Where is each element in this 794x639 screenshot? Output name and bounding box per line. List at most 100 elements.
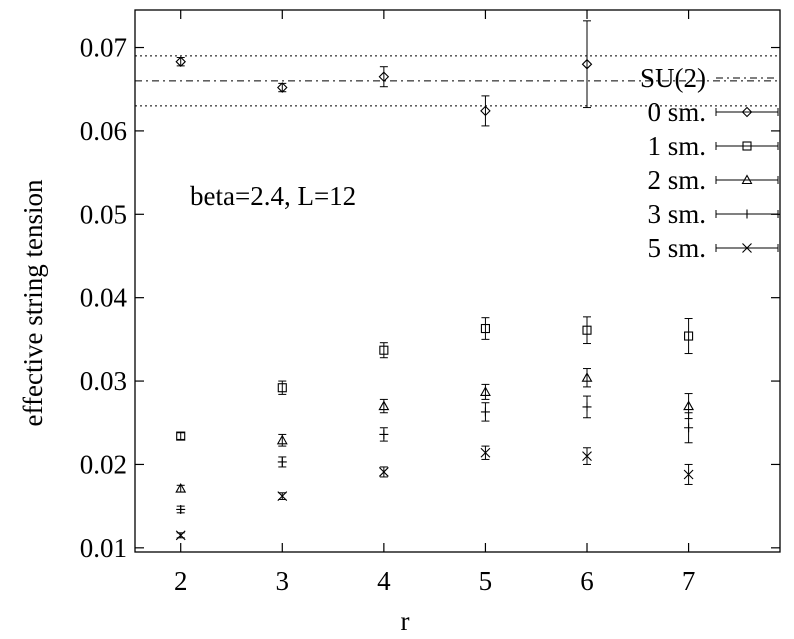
y-tick-label-3: 0.04 [80, 283, 128, 313]
marker-s4-4 [582, 451, 592, 461]
marker-s1-4 [582, 325, 592, 335]
data-point-s2-2 [378, 398, 390, 414]
marker-s3-2 [379, 429, 389, 439]
x-tick-label-4: 4 [377, 566, 391, 596]
data-point-s1-1 [277, 380, 287, 395]
marker-s3-1 [277, 457, 287, 467]
marker-s4-1 [277, 491, 288, 502]
data-point-s4-0 [175, 530, 186, 541]
x-axis: 2 3 4 5 6 7 [174, 10, 695, 596]
data-point-s0-3 [480, 95, 491, 127]
data-point-s0-0 [175, 56, 186, 67]
marker-s1-2 [379, 345, 389, 355]
marker-s3-0 [176, 504, 186, 514]
data-point-s0-2 [378, 66, 390, 88]
series-1 [176, 316, 694, 441]
x-axis-title: r [401, 606, 410, 636]
data-point-s1-5 [684, 318, 694, 355]
reference-lines [135, 55, 780, 107]
data-point-s3-1 [277, 456, 287, 468]
plot-border [134, 9, 781, 553]
marker-s1-3 [480, 323, 490, 334]
marker-s0-3 [480, 105, 491, 117]
legend-item-3: 2 sm. [647, 165, 779, 195]
marker-s2-2 [378, 400, 390, 411]
y-axis-title: effective string tension [18, 179, 48, 426]
x-tick-label-7: 7 [682, 566, 696, 596]
data-point-s4-4 [582, 447, 592, 465]
marker-s4-0 [175, 530, 186, 541]
data-point-s2-3 [479, 383, 491, 400]
y-tick-label-6: 0.07 [80, 33, 127, 63]
marker-s1-5 [684, 331, 694, 341]
series-0 [175, 20, 593, 127]
data-point-s1-2 [379, 342, 389, 359]
data-point-s3-2 [379, 427, 389, 442]
marker-s1-1 [277, 383, 287, 393]
y-tick-label-0: 0.01 [80, 533, 127, 563]
data-point-s4-1 [277, 491, 288, 502]
x-tick-label-5: 5 [479, 566, 493, 596]
legend-marker-5 [742, 243, 752, 253]
y-tick-label-1: 0.02 [80, 449, 127, 479]
marker-s0-4 [581, 58, 593, 70]
legend-label-1: 0 sm. [647, 97, 706, 127]
data-point-s2-1 [276, 433, 288, 447]
legend-marker-3 [741, 174, 753, 185]
data-point-s1-3 [480, 317, 490, 340]
legend-label-3: 2 sm. [647, 165, 706, 195]
marker-s4-5 [683, 469, 694, 480]
x-tick-label-3: 3 [276, 566, 290, 596]
data-point-s2-0 [175, 483, 187, 493]
legend-label-4: 3 sm. [647, 199, 706, 229]
legend-item-2: 1 sm. [647, 131, 779, 161]
plot-frame [134, 9, 781, 553]
legend: SU(2) 0 sm. 1 sm. 2 sm. 3 sm. 5 sm. [640, 63, 779, 263]
data-point-s4-5 [683, 463, 694, 485]
x-tick-label-2: 2 [174, 566, 188, 596]
marker-s3-5 [684, 423, 694, 433]
x-tick-label-6: 6 [580, 566, 594, 596]
marker-s3-4 [582, 402, 592, 412]
series-4 [175, 445, 694, 541]
data-point-s2-4 [581, 368, 593, 388]
legend-marker-2 [742, 141, 752, 151]
legend-marker-4 [742, 209, 752, 219]
series-2 [175, 368, 695, 493]
marker-s2-1 [276, 434, 288, 445]
legend-item-0: SU(2) [640, 63, 778, 93]
legend-label-0: SU(2) [640, 63, 706, 93]
y-axis: 0.01 0.02 0.03 0.04 0.05 0.06 0.07 [80, 33, 780, 563]
marker-s0-1 [277, 82, 288, 93]
data-point-s3-4 [582, 395, 592, 419]
marker-s4-2 [378, 467, 389, 477]
legend-label-2: 1 sm. [647, 131, 706, 161]
marker-s4-3 [480, 447, 491, 458]
marker-s2-5 [683, 400, 695, 411]
marker-s0-2 [378, 71, 390, 82]
legend-marker-1 [741, 106, 753, 118]
data-point-s3-5 [684, 412, 694, 444]
legend-item-5: 5 sm. [647, 233, 779, 263]
data-point-s0-4 [581, 20, 593, 109]
legend-item-1: 0 sm. [647, 97, 779, 127]
data-series [175, 20, 695, 541]
marker-s1-0 [176, 431, 186, 441]
y-tick-label-4: 0.05 [80, 199, 127, 229]
y-tick-label-5: 0.06 [80, 116, 127, 146]
data-point-s4-2 [378, 466, 389, 478]
marker-s2-0 [175, 483, 187, 493]
marker-s0-0 [175, 56, 186, 67]
legend-item-4: 3 sm. [647, 199, 779, 229]
data-point-s3-0 [176, 504, 186, 514]
marker-s2-3 [479, 386, 491, 396]
legend-label-5: 5 sm. [647, 233, 706, 263]
marker-s2-4 [581, 372, 593, 382]
y-tick-label-2: 0.03 [80, 366, 127, 396]
data-point-s4-3 [480, 445, 491, 460]
marker-s3-3 [480, 407, 490, 417]
data-point-s3-3 [480, 402, 490, 422]
data-point-s1-0 [176, 431, 186, 441]
data-point-s0-1 [277, 82, 288, 93]
